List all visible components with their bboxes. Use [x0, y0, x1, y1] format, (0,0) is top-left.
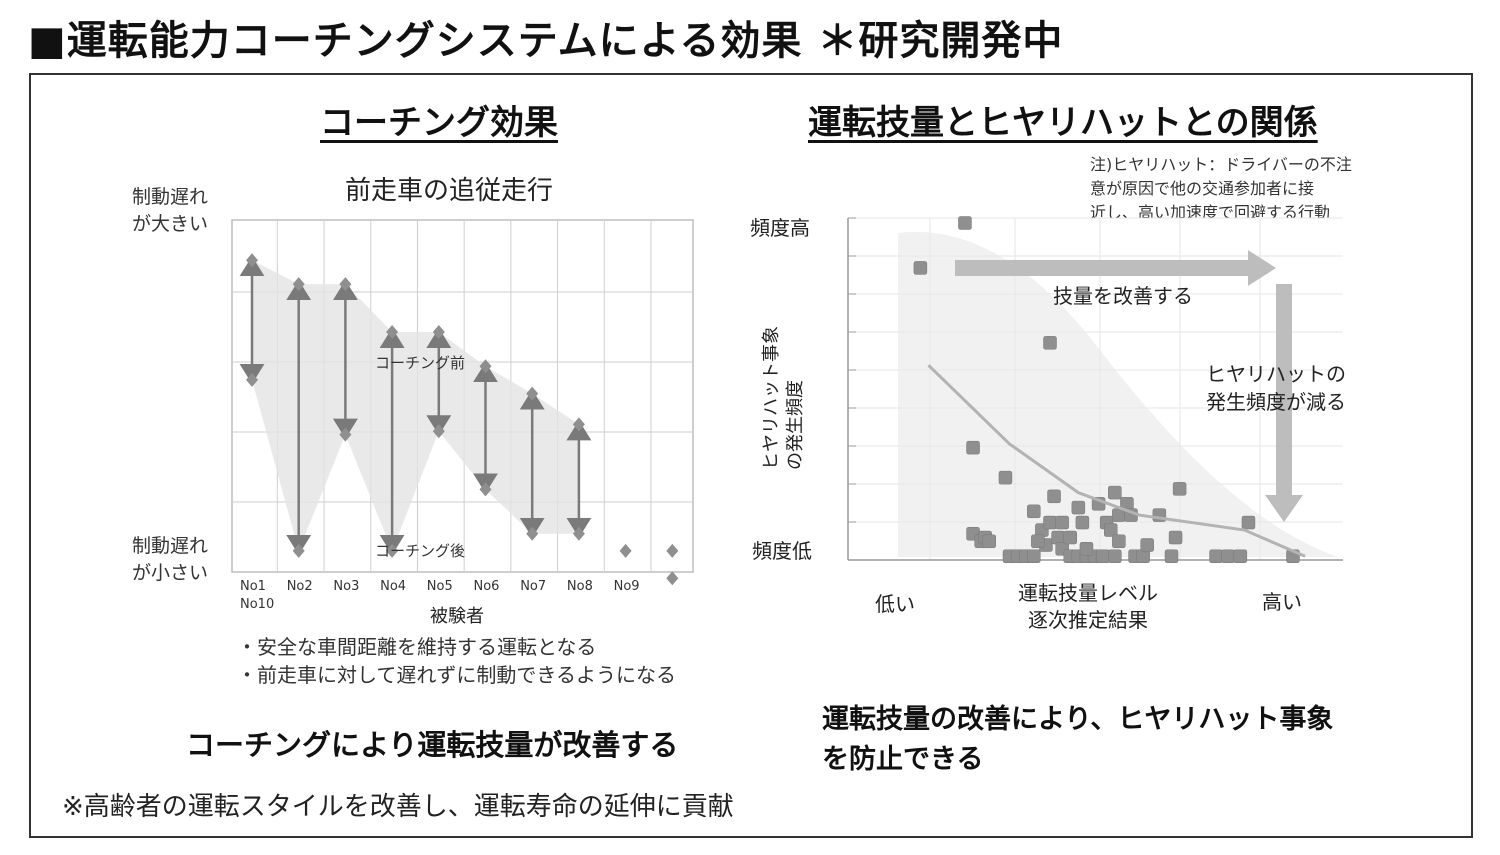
before-marker [339, 277, 352, 292]
trend-line [927, 364, 1306, 558]
before-marker [292, 277, 305, 292]
frequency-decrease-label: ヒヤリハットの 発生頻度が減る [1206, 362, 1346, 414]
data-point [982, 534, 996, 549]
before-coaching-label: コーチング前 [375, 354, 466, 372]
x-tick-label: No6 [474, 579, 500, 594]
data-point [1108, 485, 1122, 500]
improve-skill-label: 技量を改善する [1053, 284, 1193, 308]
before-marker [386, 325, 399, 340]
x-tick-label: No2 [287, 579, 313, 594]
left-conclusion: コーチングにより運転技量が改善する [186, 728, 679, 762]
x-tick-label: No4 [380, 579, 406, 594]
after-marker [246, 372, 258, 387]
data-point [913, 261, 928, 275]
data-point [1063, 530, 1077, 545]
data-point [1047, 489, 1061, 504]
improve-skill-arrow [955, 250, 1276, 286]
after-marker [386, 543, 399, 558]
data-point [1164, 549, 1179, 564]
content-frame [29, 73, 1473, 838]
after-marker [666, 571, 679, 586]
y-low-label: 頻度低 [752, 539, 812, 563]
after-coaching-label: コーチング後 [375, 542, 466, 560]
after-marker [666, 543, 679, 558]
before-marker [246, 253, 258, 268]
relationship-title: 運転技量とヒヤリハットとの関係 [808, 103, 1318, 143]
right-conclusion: 運転技量の改善により、ヒヤリハット事象 を防止できる [822, 704, 1334, 775]
after-marker [479, 482, 492, 497]
x-tick-label: No1 [240, 579, 266, 594]
left-chart-title: 前走車の追従走行 [345, 176, 554, 206]
y-bottom-label: 制動遅れ が小さい [132, 535, 209, 584]
data-point [1209, 549, 1223, 564]
data-point [1055, 515, 1069, 530]
data-point [1172, 482, 1187, 496]
y-top-label: 制動遅れ が大きい [132, 186, 209, 235]
hiyari-note: 注)ヒヤリハット：ドライバーの不注 意が原因で他の交通参加者に接 近し、高い加速度で… [1090, 155, 1352, 222]
data-point [1140, 538, 1154, 552]
bullet-list: ・安全な車間距離を維持する運転となる ・前走車に対して遅れずに制動できるようにな… [237, 633, 676, 689]
data-point [958, 216, 972, 230]
x-low-label: 低い [875, 592, 915, 616]
bullet-item: ・安全な車間距離を維持する運転となる [237, 635, 597, 659]
data-point [1168, 530, 1183, 545]
data-point [1043, 336, 1057, 350]
after-marker [339, 427, 352, 442]
data-point [966, 440, 980, 455]
after-marker [572, 526, 585, 541]
data-point [1221, 549, 1235, 564]
after-marker [292, 543, 305, 558]
data-point [1071, 500, 1086, 515]
before-marker [479, 359, 492, 374]
x-axis-title-right: 運転技量レベル 逐次推定結果 [1018, 581, 1158, 632]
page-title: ■運転能力コーチングシステムによる効果 ＊研究開発中 [28, 18, 1064, 64]
y-high-label: 頻度高 [750, 216, 810, 240]
data-point [1027, 504, 1041, 519]
after-marker [619, 543, 632, 558]
data-point [1108, 549, 1122, 564]
coaching-effect-title: コーチング効果 [320, 103, 558, 143]
data-point [1104, 523, 1118, 537]
data-point [1241, 515, 1256, 530]
x-tick-label: No9 [614, 579, 640, 594]
footer-note: ※高齢者の運転スタイルを改善し、運転寿命の延伸に貢献 [62, 792, 734, 822]
x-tick-label: No10 [240, 597, 274, 612]
data-point [1112, 534, 1126, 549]
bullet-item: ・前走車に対して遅れずに制動できるようになる [237, 663, 676, 687]
after-marker [526, 526, 539, 541]
x-high-label: 高い [1262, 590, 1302, 614]
data-point [1095, 549, 1110, 564]
data-point [1233, 549, 1248, 564]
x-tick-label: No5 [427, 579, 453, 594]
data-point [1027, 549, 1041, 564]
x-tick-label: No3 [333, 579, 359, 594]
before-marker [572, 417, 585, 432]
data-point [1031, 534, 1045, 549]
x-tick-label: No7 [520, 579, 546, 594]
x-axis-title: 被験者 [430, 606, 484, 627]
data-point [998, 470, 1013, 485]
data-point [1043, 515, 1057, 530]
data-point [1079, 542, 1094, 556]
x-tick-label: No8 [567, 579, 593, 594]
before-marker [432, 325, 445, 340]
after-marker [432, 424, 445, 439]
before-marker [526, 386, 539, 401]
data-point [1075, 515, 1090, 530]
decrease-arrow [1265, 284, 1303, 522]
